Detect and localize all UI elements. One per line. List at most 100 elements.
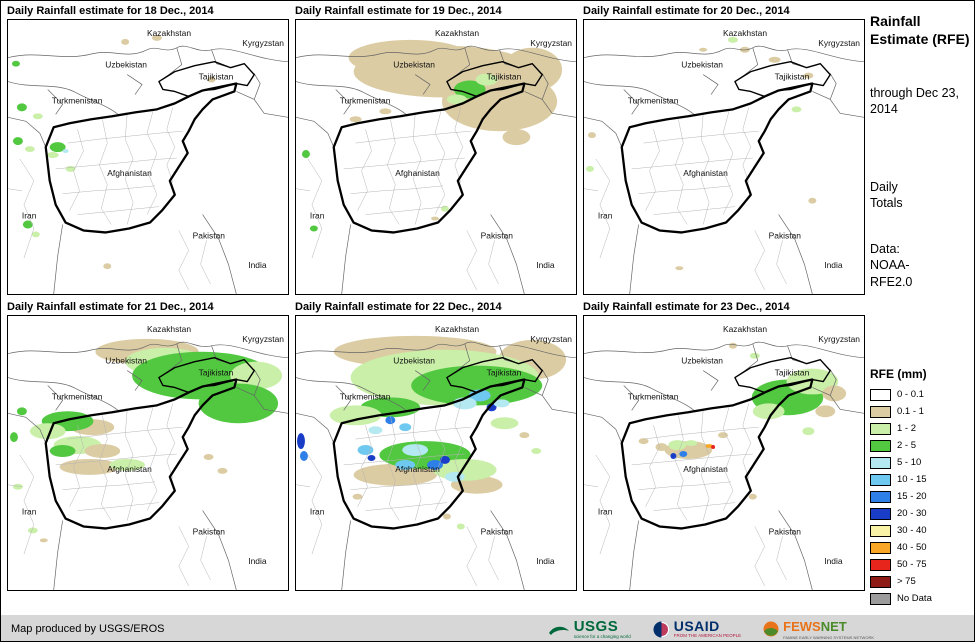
rain-cell: [431, 216, 439, 221]
country-label: Iran: [22, 211, 37, 221]
rain-cell: [10, 432, 18, 443]
country-label: Kyrgyzstan: [242, 334, 284, 344]
rain-cell: [357, 445, 374, 455]
country-label: Kazakhstan: [723, 28, 767, 38]
map-panels-grid: Daily Rainfall estimate for 18 Dec., 201…: [7, 4, 865, 591]
country-label: Afghanistan: [683, 464, 728, 474]
legend-swatch: [870, 575, 891, 588]
rain-cell: [427, 459, 443, 470]
rain-cell: [230, 361, 283, 390]
rain-cell: [711, 445, 716, 450]
rain-map-panel-5: Daily Rainfall estimate for 23 Dec., 201…: [583, 300, 865, 591]
country-label: Uzbekistan: [681, 356, 723, 366]
rain-cell: [727, 36, 738, 43]
country-label: India: [824, 556, 843, 566]
rain-cell: [442, 513, 451, 520]
usgs-logo-text: USGS: [573, 617, 619, 635]
country-label: Turkmenistan: [52, 95, 103, 105]
country-label: India: [536, 260, 555, 270]
rain-cell: [502, 47, 563, 92]
rain-cell: [638, 438, 649, 445]
rain-cell: [217, 467, 228, 474]
usaid-logo-text: USAID: [673, 618, 720, 635]
legend-row: No Data: [870, 590, 932, 607]
rain-cell: [440, 205, 449, 212]
legend-swatch: [870, 405, 891, 418]
rain-map: Kazakhstan Kyrgyzstan Uzbekistan Tajikistan…: [583, 315, 865, 591]
country-label: Pakistan: [193, 230, 226, 240]
legend-swatch: [870, 456, 891, 469]
sidebar-title: Rainfall Estimate (RFE): [870, 13, 970, 47]
usgs-logo: USGS science for a changing world: [548, 619, 631, 640]
country-label: Afghanistan: [107, 168, 152, 178]
rain-cell: [299, 451, 308, 461]
rain-cell: [808, 197, 817, 204]
rain-cell: [11, 60, 20, 67]
rain-cell: [446, 94, 467, 105]
rain-cell: [749, 352, 760, 359]
rain-cell: [109, 458, 146, 471]
rain-map-panel-0: Daily Rainfall estimate for 18 Dec., 201…: [7, 4, 289, 295]
rain-cell: [349, 116, 362, 123]
legend-swatch: [870, 388, 891, 401]
usgs-logo-tagline: science for a changing world: [573, 633, 631, 639]
rain-cell: [385, 416, 396, 425]
rain-cell: [453, 80, 486, 99]
rain-cell: [531, 448, 542, 454]
rain-cell: [203, 453, 214, 460]
rain-cell: [670, 453, 677, 459]
legend-label: 2 - 5: [897, 440, 917, 451]
rain-map: Kazakhstan Kyrgyzstan Uzbekistan Tajikistan…: [295, 19, 577, 295]
country-label: Pakistan: [481, 230, 514, 240]
country-label: Turkmenistan: [340, 95, 391, 105]
legend-row: 1 - 2: [870, 420, 932, 437]
country-label: Uzbekistan: [105, 356, 147, 366]
rain-cell: [198, 383, 279, 424]
legend-swatch: [870, 473, 891, 486]
rain-cell: [475, 73, 498, 86]
rain-cell: [456, 523, 465, 530]
country-label: Tajikistan: [487, 368, 522, 378]
sidebar-subtitle: through Dec 23, 2014: [870, 86, 959, 117]
usgs-swoosh-icon: [548, 626, 569, 635]
rain-cell: [655, 443, 668, 452]
rain-cell: [728, 342, 737, 349]
legend: RFE (mm) 0 - 0.1 0.1 - 1 1 - 2 2 - 5 5 - 10 1…: [870, 367, 932, 607]
rain-cell: [791, 106, 802, 113]
sidebar-period: Daily Totals: [870, 180, 903, 211]
panel-title: Daily Rainfall estimate for 19 Dec., 201…: [295, 5, 502, 17]
fewsnet-logo-tagline: FAMINE EARLY WARNING SYSTEMS NETWORK: [783, 634, 874, 640]
legend-rows: 0 - 0.1 0.1 - 1 1 - 2 2 - 5 5 - 10 10 - 15 15 …: [870, 386, 932, 607]
rain-map: Kazakhstan Kyrgyzstan Uzbekistan Tajikistan…: [583, 19, 865, 295]
footer-logos: USGS science for a changing world USAID …: [548, 619, 874, 640]
rain-cell: [399, 423, 412, 432]
fewsnet-globe-icon: [763, 621, 779, 637]
rain-map-panel-3: Daily Rainfall estimate for 21 Dec., 201…: [7, 300, 289, 591]
country-label: Kazakhstan: [435, 28, 479, 38]
rain-cell: [718, 432, 728, 439]
rain-cell: [490, 417, 519, 430]
country-label: Kyrgyzstan: [242, 38, 284, 48]
legend-title: RFE (mm): [870, 367, 927, 381]
rain-cell: [22, 220, 33, 229]
rainfall-blobs: [301, 39, 563, 232]
country-label: Iran: [598, 211, 613, 221]
country-label: Turkmenistan: [340, 391, 391, 401]
rain-cell: [668, 440, 687, 451]
legend-row: 2 - 5: [870, 437, 932, 454]
rainfall-blobs: [638, 342, 847, 500]
rain-cell: [685, 440, 698, 447]
rain-cell: [39, 538, 48, 543]
rain-cell: [486, 403, 497, 412]
country-label: India: [248, 556, 267, 566]
legend-label: 0 - 0.1: [897, 389, 924, 400]
legend-label: 20 - 30: [897, 508, 927, 519]
country-label: Iran: [310, 211, 325, 221]
legend-swatch: [870, 507, 891, 520]
country-label: Uzbekistan: [393, 356, 435, 366]
rain-cell: [301, 150, 310, 158]
country-label: Kazakhstan: [147, 324, 191, 334]
rain-cell: [439, 455, 450, 464]
country-label: Kazakhstan: [723, 324, 767, 334]
rain-cell: [49, 142, 66, 153]
